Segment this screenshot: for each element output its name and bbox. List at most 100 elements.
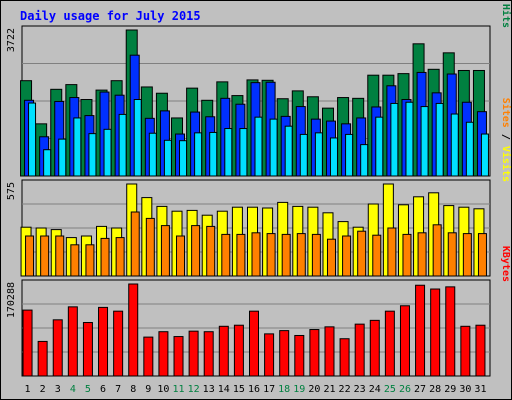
- bar-pages-12: [194, 132, 203, 177]
- bar-sites-25: [387, 227, 397, 277]
- x-tick-2: 2: [40, 384, 46, 395]
- bar-kbytes-3: [52, 319, 63, 377]
- bar-sites-14: [221, 233, 231, 277]
- x-tick-25: 25: [384, 384, 396, 395]
- bar-sites-28: [432, 224, 442, 277]
- bar-pages-23: [360, 144, 369, 177]
- bar-pages-5: [88, 133, 97, 177]
- bar-kbytes-25: [384, 310, 395, 377]
- bar-sites-1: [25, 235, 35, 277]
- bar-pages-3: [58, 138, 67, 177]
- bar-kbytes-17: [264, 333, 275, 377]
- x-tick-1: 1: [25, 384, 31, 395]
- bar-kbytes-18: [279, 330, 290, 377]
- bar-pages-6: [103, 128, 112, 177]
- bar-kbytes-11: [173, 336, 184, 377]
- max-label-hits-files-pages: 3722: [6, 28, 17, 52]
- bar-kbytes-5: [82, 322, 93, 377]
- bar-kbytes-31: [475, 324, 486, 377]
- bar-kbytes-27: [415, 284, 426, 377]
- legend-visits-sites: Sites / Visits: [500, 98, 512, 182]
- max-label-visits-sites: 575: [6, 182, 17, 200]
- x-tick-27: 27: [414, 384, 426, 395]
- x-tick-7: 7: [115, 384, 121, 395]
- bar-kbytes-9: [143, 336, 154, 377]
- bar-kbytes-30: [460, 325, 471, 377]
- x-tick-26: 26: [399, 384, 411, 395]
- bar-sites-19: [296, 233, 306, 277]
- bar-pages-13: [209, 131, 218, 177]
- bar-kbytes-26: [399, 305, 410, 377]
- bar-pages-15: [239, 128, 248, 177]
- x-tick-8: 8: [130, 384, 136, 395]
- bar-pages-4: [73, 117, 82, 177]
- bar-sites-11: [176, 235, 186, 277]
- bar-sites-20: [311, 233, 321, 277]
- bar-pages-20: [314, 132, 323, 177]
- bar-sites-13: [206, 225, 216, 277]
- bar-pages-1: [28, 102, 37, 177]
- bar-sites-7: [115, 237, 125, 277]
- bar-sites-8: [130, 211, 140, 277]
- legend-kbytes: KBytes: [500, 246, 511, 282]
- bar-sites-5: [85, 244, 95, 277]
- bar-pages-14: [224, 128, 233, 177]
- x-tick-13: 13: [203, 384, 215, 395]
- bar-sites-9: [145, 217, 155, 277]
- bar-kbytes-12: [188, 330, 199, 377]
- bar-sites-12: [191, 225, 201, 277]
- x-tick-21: 21: [323, 384, 335, 395]
- bar-kbytes-24: [369, 319, 380, 377]
- bar-sites-15: [236, 233, 246, 277]
- bar-pages-10: [163, 139, 172, 177]
- x-tick-15: 15: [233, 384, 245, 395]
- legend-visits: Visits: [500, 146, 512, 182]
- bar-kbytes-16: [249, 310, 259, 377]
- bar-pages-22: [345, 133, 354, 177]
- x-tick-3: 3: [55, 384, 61, 395]
- legend-separator: /: [500, 0, 511, 4]
- bar-pages-2: [43, 149, 52, 177]
- legend-separator: /: [500, 128, 511, 146]
- x-tick-31: 31: [474, 384, 486, 395]
- bar-sites-17: [266, 233, 276, 277]
- bar-pages-8: [133, 99, 142, 177]
- bar-sites-23: [357, 230, 367, 277]
- bar-kbytes-23: [354, 323, 365, 377]
- x-tick-23: 23: [354, 384, 366, 395]
- bar-kbytes-7: [113, 310, 124, 377]
- x-tick-17: 17: [263, 384, 275, 395]
- x-tick-16: 16: [248, 384, 260, 395]
- bar-sites-29: [447, 232, 457, 277]
- bar-pages-21: [329, 137, 338, 177]
- bar-pages-16: [254, 116, 263, 177]
- legend-hits-files-pages: Pages / Files / Hits: [500, 0, 512, 28]
- panel-hits-files-pages: 3722 Pages / Files / Hits: [6, 0, 512, 177]
- x-tick-5: 5: [85, 384, 91, 395]
- bar-kbytes-21: [324, 326, 335, 377]
- bar-sites-21: [326, 238, 336, 277]
- x-tick-28: 28: [429, 384, 441, 395]
- x-tick-4: 4: [70, 384, 76, 395]
- bar-kbytes-19: [294, 334, 305, 377]
- panel-visits-sites: 575 Sites / Visits: [6, 98, 512, 277]
- x-tick-12: 12: [188, 384, 200, 395]
- x-tick-29: 29: [444, 384, 456, 395]
- bar-sites-30: [462, 233, 472, 277]
- bar-kbytes-20: [309, 329, 320, 377]
- bar-kbytes-28: [430, 288, 441, 377]
- x-tick-24: 24: [369, 384, 381, 395]
- x-tick-22: 22: [339, 384, 351, 395]
- bar-sites-26: [402, 233, 412, 277]
- bar-pages-28: [435, 102, 444, 177]
- bar-pages-9: [148, 132, 157, 177]
- bar-pages-27: [420, 106, 429, 177]
- max-label-kbytes: 170288: [6, 282, 17, 318]
- panel-kbytes: 170288 KBytes: [6, 246, 511, 377]
- bar-kbytes-8: [128, 283, 139, 377]
- bar-pages-7: [118, 113, 127, 177]
- bar-sites-3: [55, 235, 65, 277]
- x-tick-14: 14: [218, 384, 230, 395]
- x-tick-10: 10: [157, 384, 169, 395]
